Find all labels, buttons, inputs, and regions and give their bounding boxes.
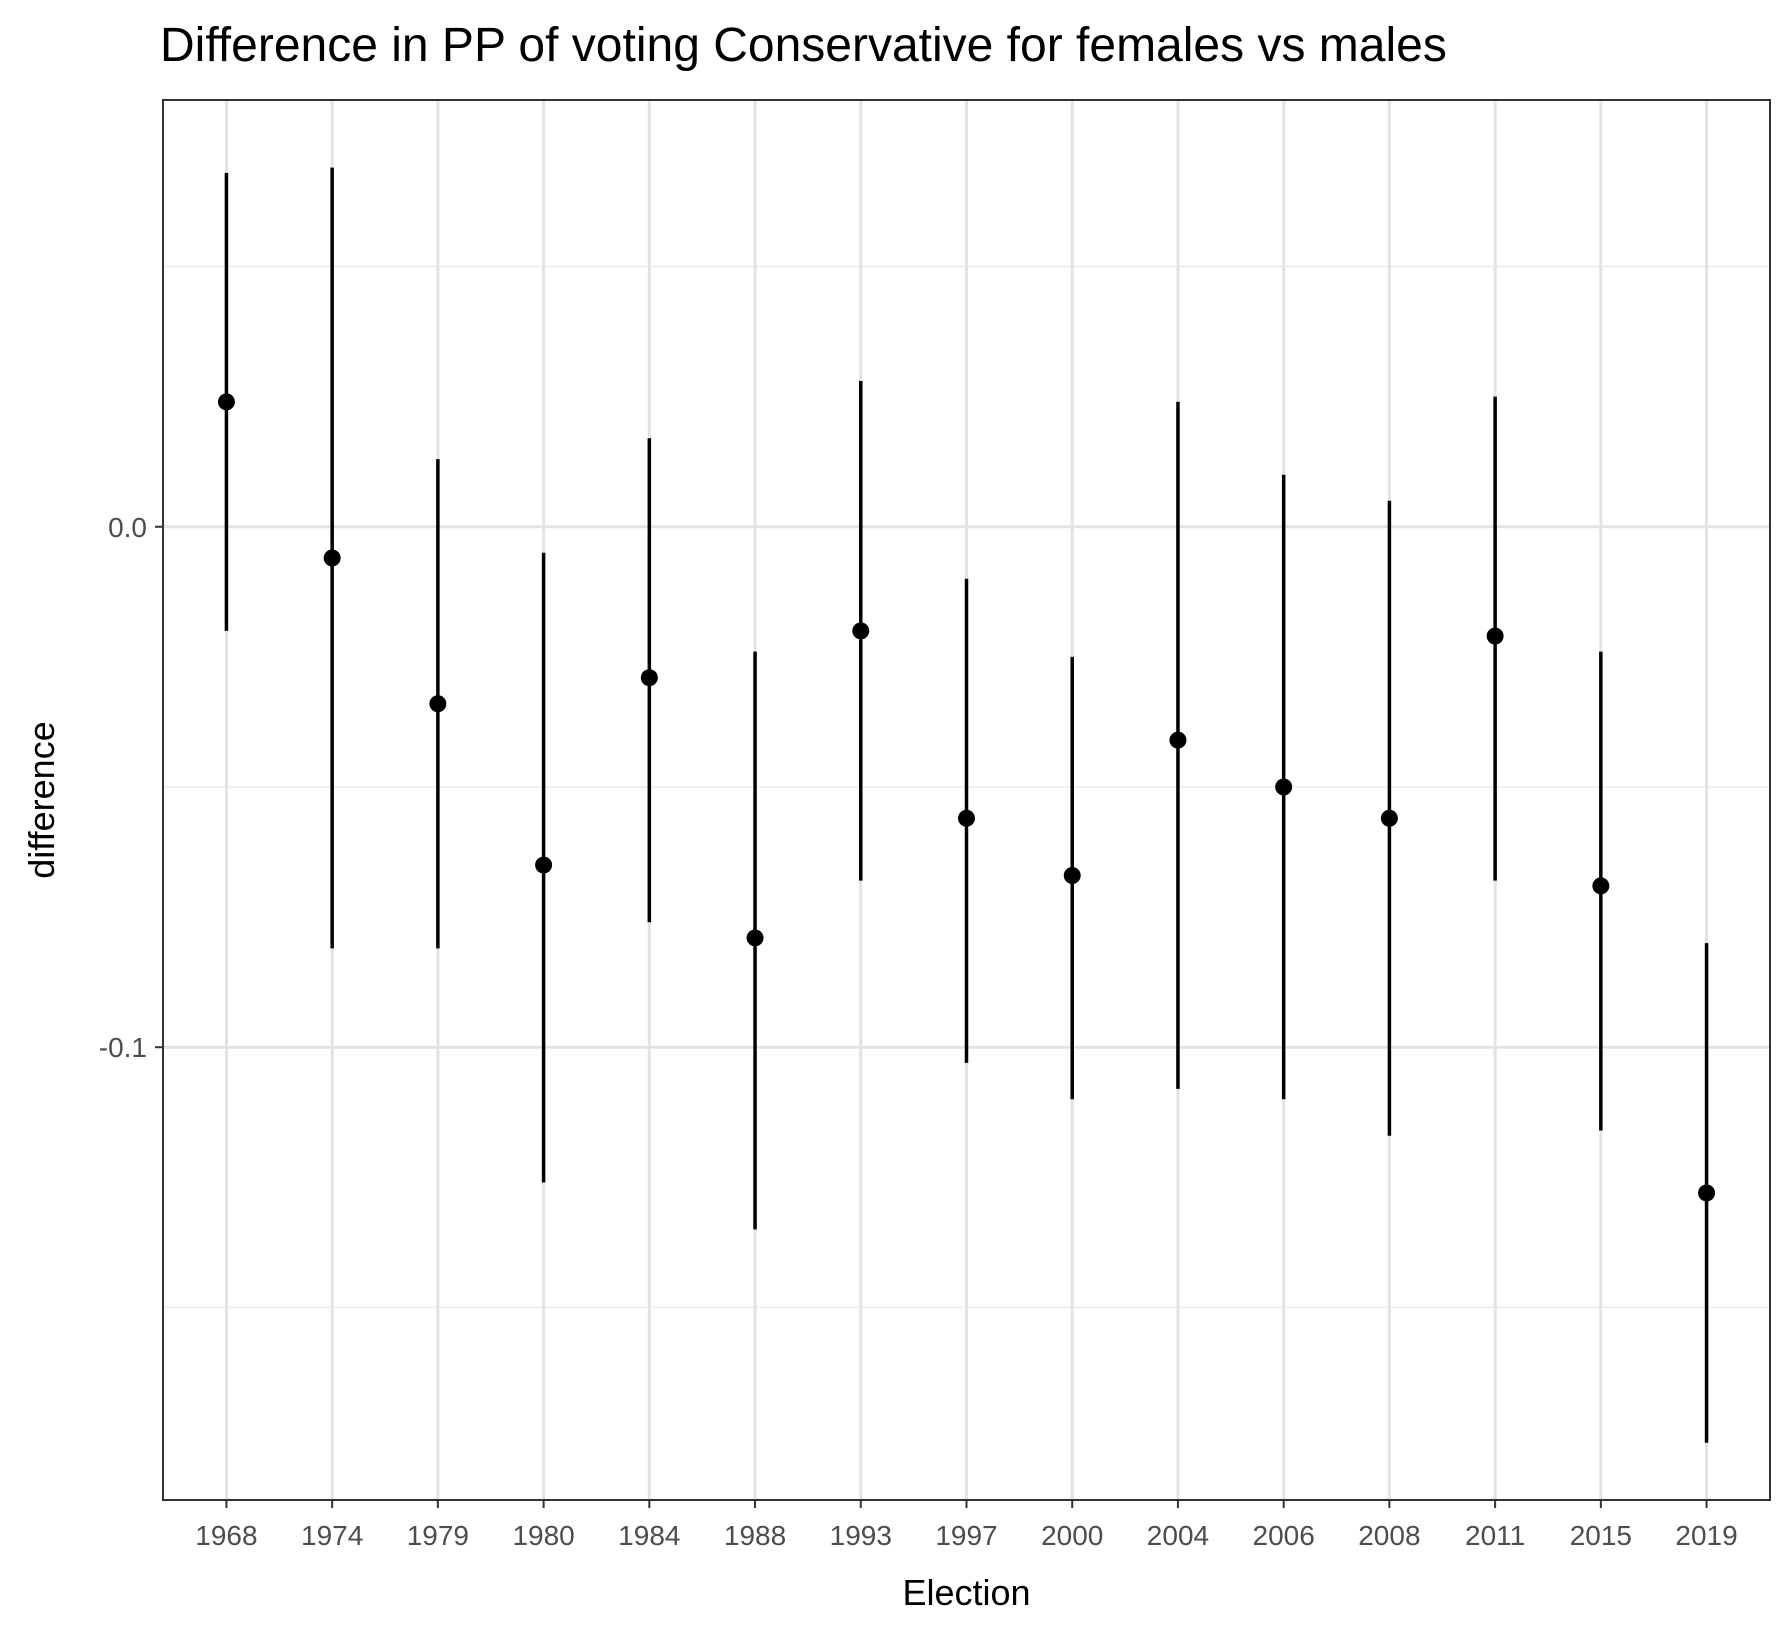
- y-tick-label: -0.1: [99, 1032, 147, 1063]
- x-tick-label: 1997: [935, 1520, 997, 1551]
- point-1997: [958, 809, 975, 827]
- data-marks: [217, 167, 1716, 1443]
- x-tick-label: 2000: [1041, 1520, 1103, 1551]
- point-1980: [535, 856, 553, 874]
- axis-ticks: [155, 525, 1708, 1508]
- y-axis-title: difference: [21, 721, 62, 878]
- y-tick-label: 0.0: [108, 512, 147, 543]
- x-tick-label: 1974: [301, 1520, 363, 1551]
- point-2006: [1275, 778, 1293, 796]
- point-1979: [429, 695, 447, 713]
- x-tick-label: 1979: [407, 1520, 469, 1551]
- point-2008: [1380, 809, 1398, 827]
- point-1968: [217, 393, 235, 411]
- x-tick-label: 2011: [1465, 1520, 1525, 1551]
- x-tick-label: 1993: [830, 1520, 892, 1551]
- point-1993: [852, 622, 870, 640]
- point-2000: [1063, 866, 1081, 884]
- x-tick-label: 2008: [1358, 1520, 1420, 1551]
- point-2015: [1592, 877, 1610, 895]
- x-axis-title: Election: [902, 1572, 1030, 1613]
- point-1974: [323, 549, 341, 567]
- y-axis-tick-labels: 0.0 -0.1: [99, 512, 147, 1063]
- point-2019: [1698, 1184, 1716, 1202]
- x-tick-label: 1968: [195, 1520, 257, 1551]
- x-tick-label: 2015: [1570, 1520, 1632, 1551]
- x-tick-label: 1980: [512, 1520, 574, 1551]
- chart-title: Difference in PP of voting Conservative …: [160, 19, 1447, 72]
- point-1984: [640, 669, 658, 687]
- x-tick-label: 2004: [1147, 1520, 1209, 1551]
- x-axis-tick-labels: 1968 1974 1979 1980 1984 1988 1993 1997 2000 2004…: [195, 1520, 1737, 1551]
- x-tick-label: 1984: [618, 1520, 680, 1551]
- point-2004: [1169, 731, 1187, 749]
- point-1988: [746, 929, 764, 947]
- x-tick-label: 2019: [1675, 1520, 1737, 1551]
- x-tick-label: 1988: [724, 1520, 786, 1551]
- x-tick-label: 2006: [1253, 1520, 1315, 1551]
- point-2011: [1486, 627, 1504, 645]
